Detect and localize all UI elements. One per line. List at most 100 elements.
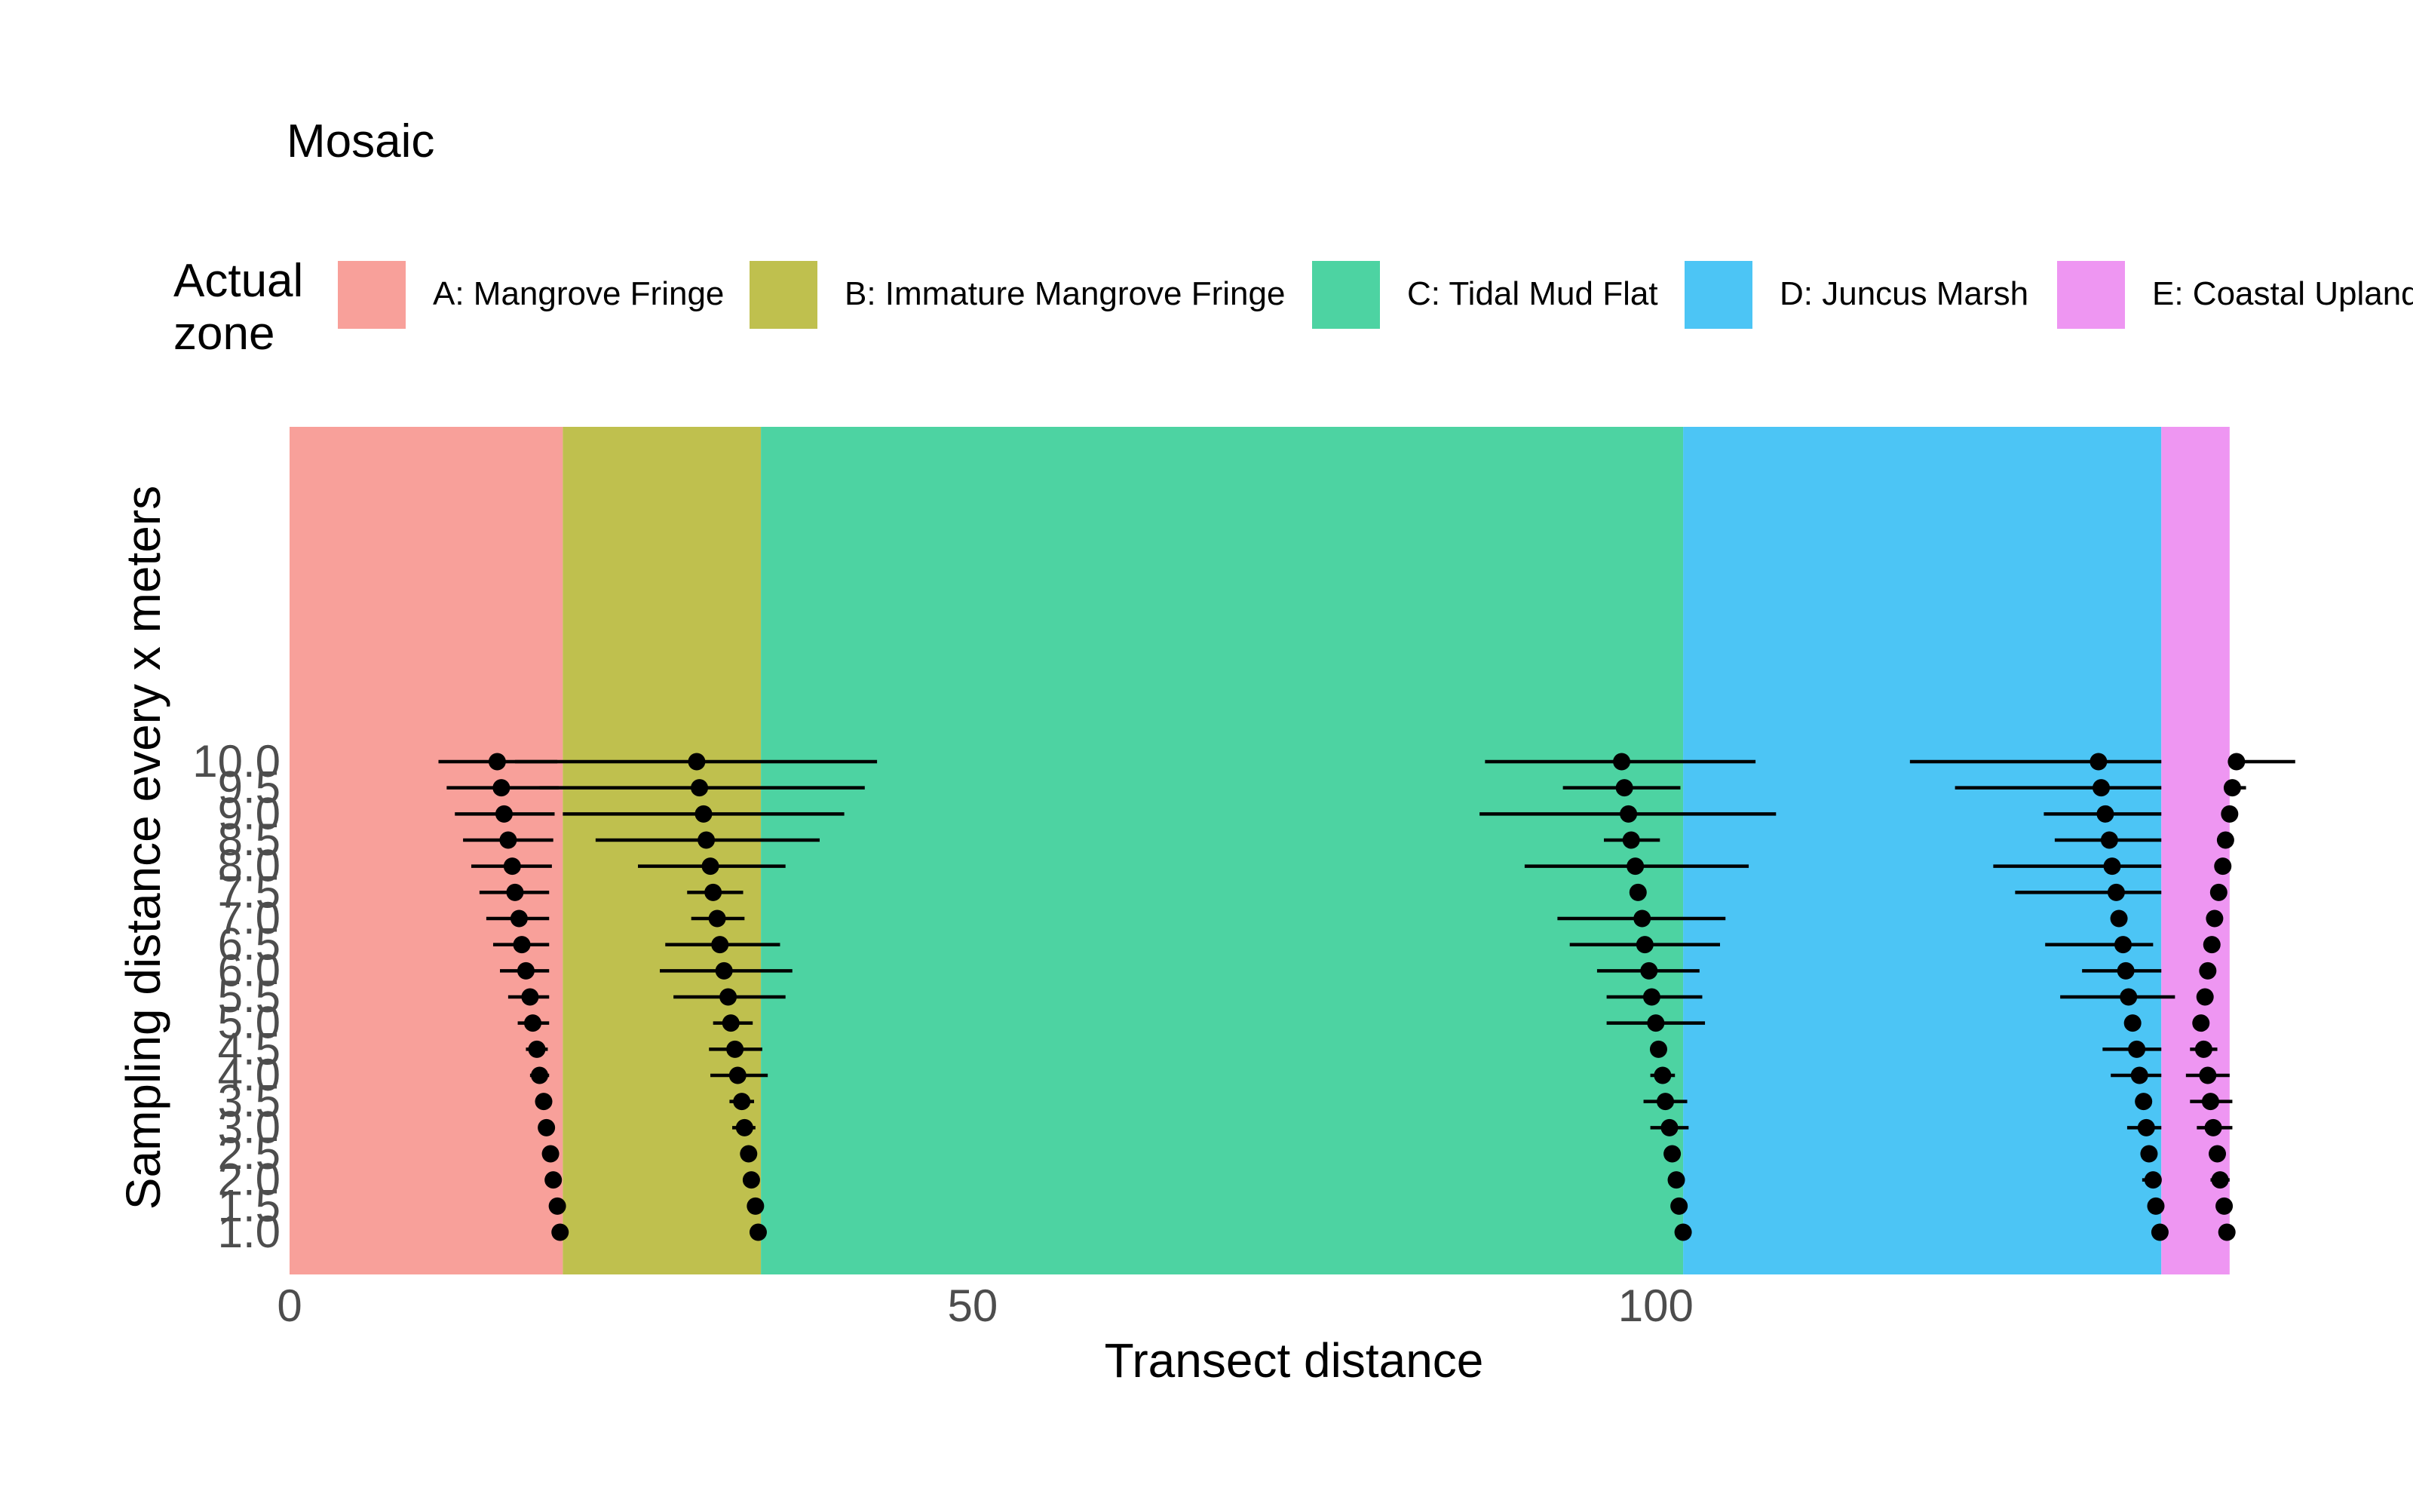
legend-title-line-2: zone bbox=[173, 308, 274, 360]
data-point bbox=[2199, 961, 2217, 980]
data-point bbox=[513, 936, 531, 954]
data-point bbox=[2144, 1171, 2162, 1189]
legend-label-zone-e: E: Coastal Upland bbox=[2152, 275, 2413, 312]
data-point bbox=[742, 1171, 760, 1189]
data-point bbox=[1620, 805, 1638, 823]
zone-band-d bbox=[1683, 427, 2162, 1274]
data-point bbox=[517, 961, 535, 980]
data-point bbox=[747, 1197, 765, 1215]
x-tick-label: 0 bbox=[277, 1280, 302, 1331]
data-point bbox=[1670, 1197, 1688, 1215]
data-point bbox=[2114, 936, 2132, 954]
data-point bbox=[1657, 1093, 1675, 1111]
data-point bbox=[1633, 909, 1651, 928]
data-point bbox=[2196, 988, 2214, 1006]
data-point bbox=[2206, 909, 2224, 928]
data-point bbox=[749, 1223, 767, 1241]
y-tick-labels: 1.01.52.02.53.03.54.04.55.05.56.06.57.07… bbox=[192, 736, 281, 1257]
data-point bbox=[528, 1040, 546, 1058]
data-point bbox=[1640, 961, 1658, 980]
data-point bbox=[691, 779, 709, 797]
data-point bbox=[1615, 779, 1633, 797]
data-point bbox=[715, 961, 733, 980]
data-point bbox=[2203, 936, 2221, 954]
data-point bbox=[2103, 857, 2121, 876]
data-point bbox=[551, 1223, 569, 1241]
y-tick-label: 5.0 bbox=[218, 998, 281, 1048]
legend-swatch-zone-c bbox=[1312, 261, 1380, 329]
y-tick-label: 10.0 bbox=[192, 736, 281, 787]
x-tick-labels: 0 50 100 bbox=[277, 1280, 1694, 1331]
y-tick-label: 6.0 bbox=[218, 945, 281, 995]
data-point bbox=[488, 753, 506, 771]
legend-swatch-zone-a bbox=[338, 261, 406, 329]
data-point bbox=[2128, 1040, 2146, 1058]
data-point bbox=[698, 831, 716, 849]
data-point bbox=[538, 1118, 556, 1136]
data-point bbox=[728, 1066, 747, 1084]
data-point bbox=[2096, 805, 2114, 823]
data-point bbox=[2221, 805, 2239, 823]
y-tick-label: 8.0 bbox=[218, 841, 281, 891]
data-point bbox=[2100, 831, 2118, 849]
data-point bbox=[733, 1093, 751, 1111]
legend-swatch-zone-e bbox=[2057, 261, 2125, 329]
data-point bbox=[2151, 1223, 2169, 1241]
y-tick-label: 7.0 bbox=[218, 893, 281, 943]
legend-label-zone-d: D: Juncus Marsh bbox=[1780, 275, 2028, 312]
y-tick-label: 4.5 bbox=[218, 1023, 281, 1074]
y-tick-label: 5.5 bbox=[218, 971, 281, 1022]
data-point bbox=[2209, 1145, 2227, 1163]
zone-bands bbox=[290, 427, 2230, 1274]
data-point bbox=[2117, 961, 2135, 980]
y-tick-label: 1.0 bbox=[218, 1207, 281, 1257]
y-tick-label: 4.0 bbox=[218, 1050, 281, 1100]
data-point bbox=[688, 753, 706, 771]
legend: Actual zone A: Mangrove Fringe B: Immatur… bbox=[173, 255, 2413, 360]
data-point bbox=[701, 857, 719, 876]
data-point bbox=[2135, 1093, 2153, 1111]
y-tick-label: 8.5 bbox=[218, 814, 281, 865]
data-point bbox=[708, 909, 726, 928]
data-point bbox=[2223, 779, 2241, 797]
data-points bbox=[488, 753, 2246, 1241]
data-point bbox=[2140, 1145, 2158, 1163]
data-point bbox=[1674, 1223, 1692, 1241]
data-point bbox=[2199, 1066, 2217, 1084]
data-point bbox=[2214, 857, 2232, 876]
data-point bbox=[1636, 936, 1654, 954]
data-point bbox=[548, 1197, 566, 1215]
data-point bbox=[2211, 1171, 2229, 1189]
legend-swatch-zone-d bbox=[1685, 261, 1752, 329]
data-point bbox=[535, 1093, 553, 1111]
data-point bbox=[726, 1040, 744, 1058]
data-point bbox=[541, 1145, 560, 1163]
data-point bbox=[531, 1066, 549, 1084]
data-point bbox=[694, 805, 713, 823]
y-tick-label: 9.5 bbox=[218, 762, 281, 813]
y-tick-label: 3.0 bbox=[218, 1102, 281, 1152]
legend-title-line-1: Actual bbox=[173, 255, 303, 307]
data-point bbox=[2137, 1118, 2155, 1136]
data-point bbox=[722, 1014, 740, 1032]
data-point bbox=[492, 779, 511, 797]
legend-label-zone-a: A: Mangrove Fringe bbox=[433, 275, 724, 312]
data-point bbox=[2228, 753, 2246, 771]
data-point bbox=[1647, 1014, 1665, 1032]
data-point bbox=[1654, 1066, 1672, 1084]
data-point bbox=[1649, 1040, 1667, 1058]
data-point bbox=[1663, 1145, 1682, 1163]
data-point bbox=[503, 857, 521, 876]
data-point bbox=[2130, 1066, 2148, 1084]
zone-band-b bbox=[563, 427, 762, 1274]
zone-band-c bbox=[761, 427, 1684, 1274]
data-point bbox=[1642, 988, 1660, 1006]
x-tick-label: 100 bbox=[1618, 1280, 1694, 1331]
data-point bbox=[704, 883, 722, 901]
data-point bbox=[2204, 1118, 2222, 1136]
y-tick-label: 9.0 bbox=[218, 788, 281, 839]
data-point bbox=[1667, 1171, 1685, 1189]
data-point bbox=[544, 1171, 563, 1189]
